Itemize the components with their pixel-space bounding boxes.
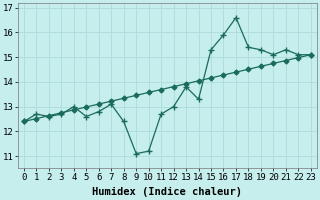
X-axis label: Humidex (Indice chaleur): Humidex (Indice chaleur)	[92, 187, 242, 197]
